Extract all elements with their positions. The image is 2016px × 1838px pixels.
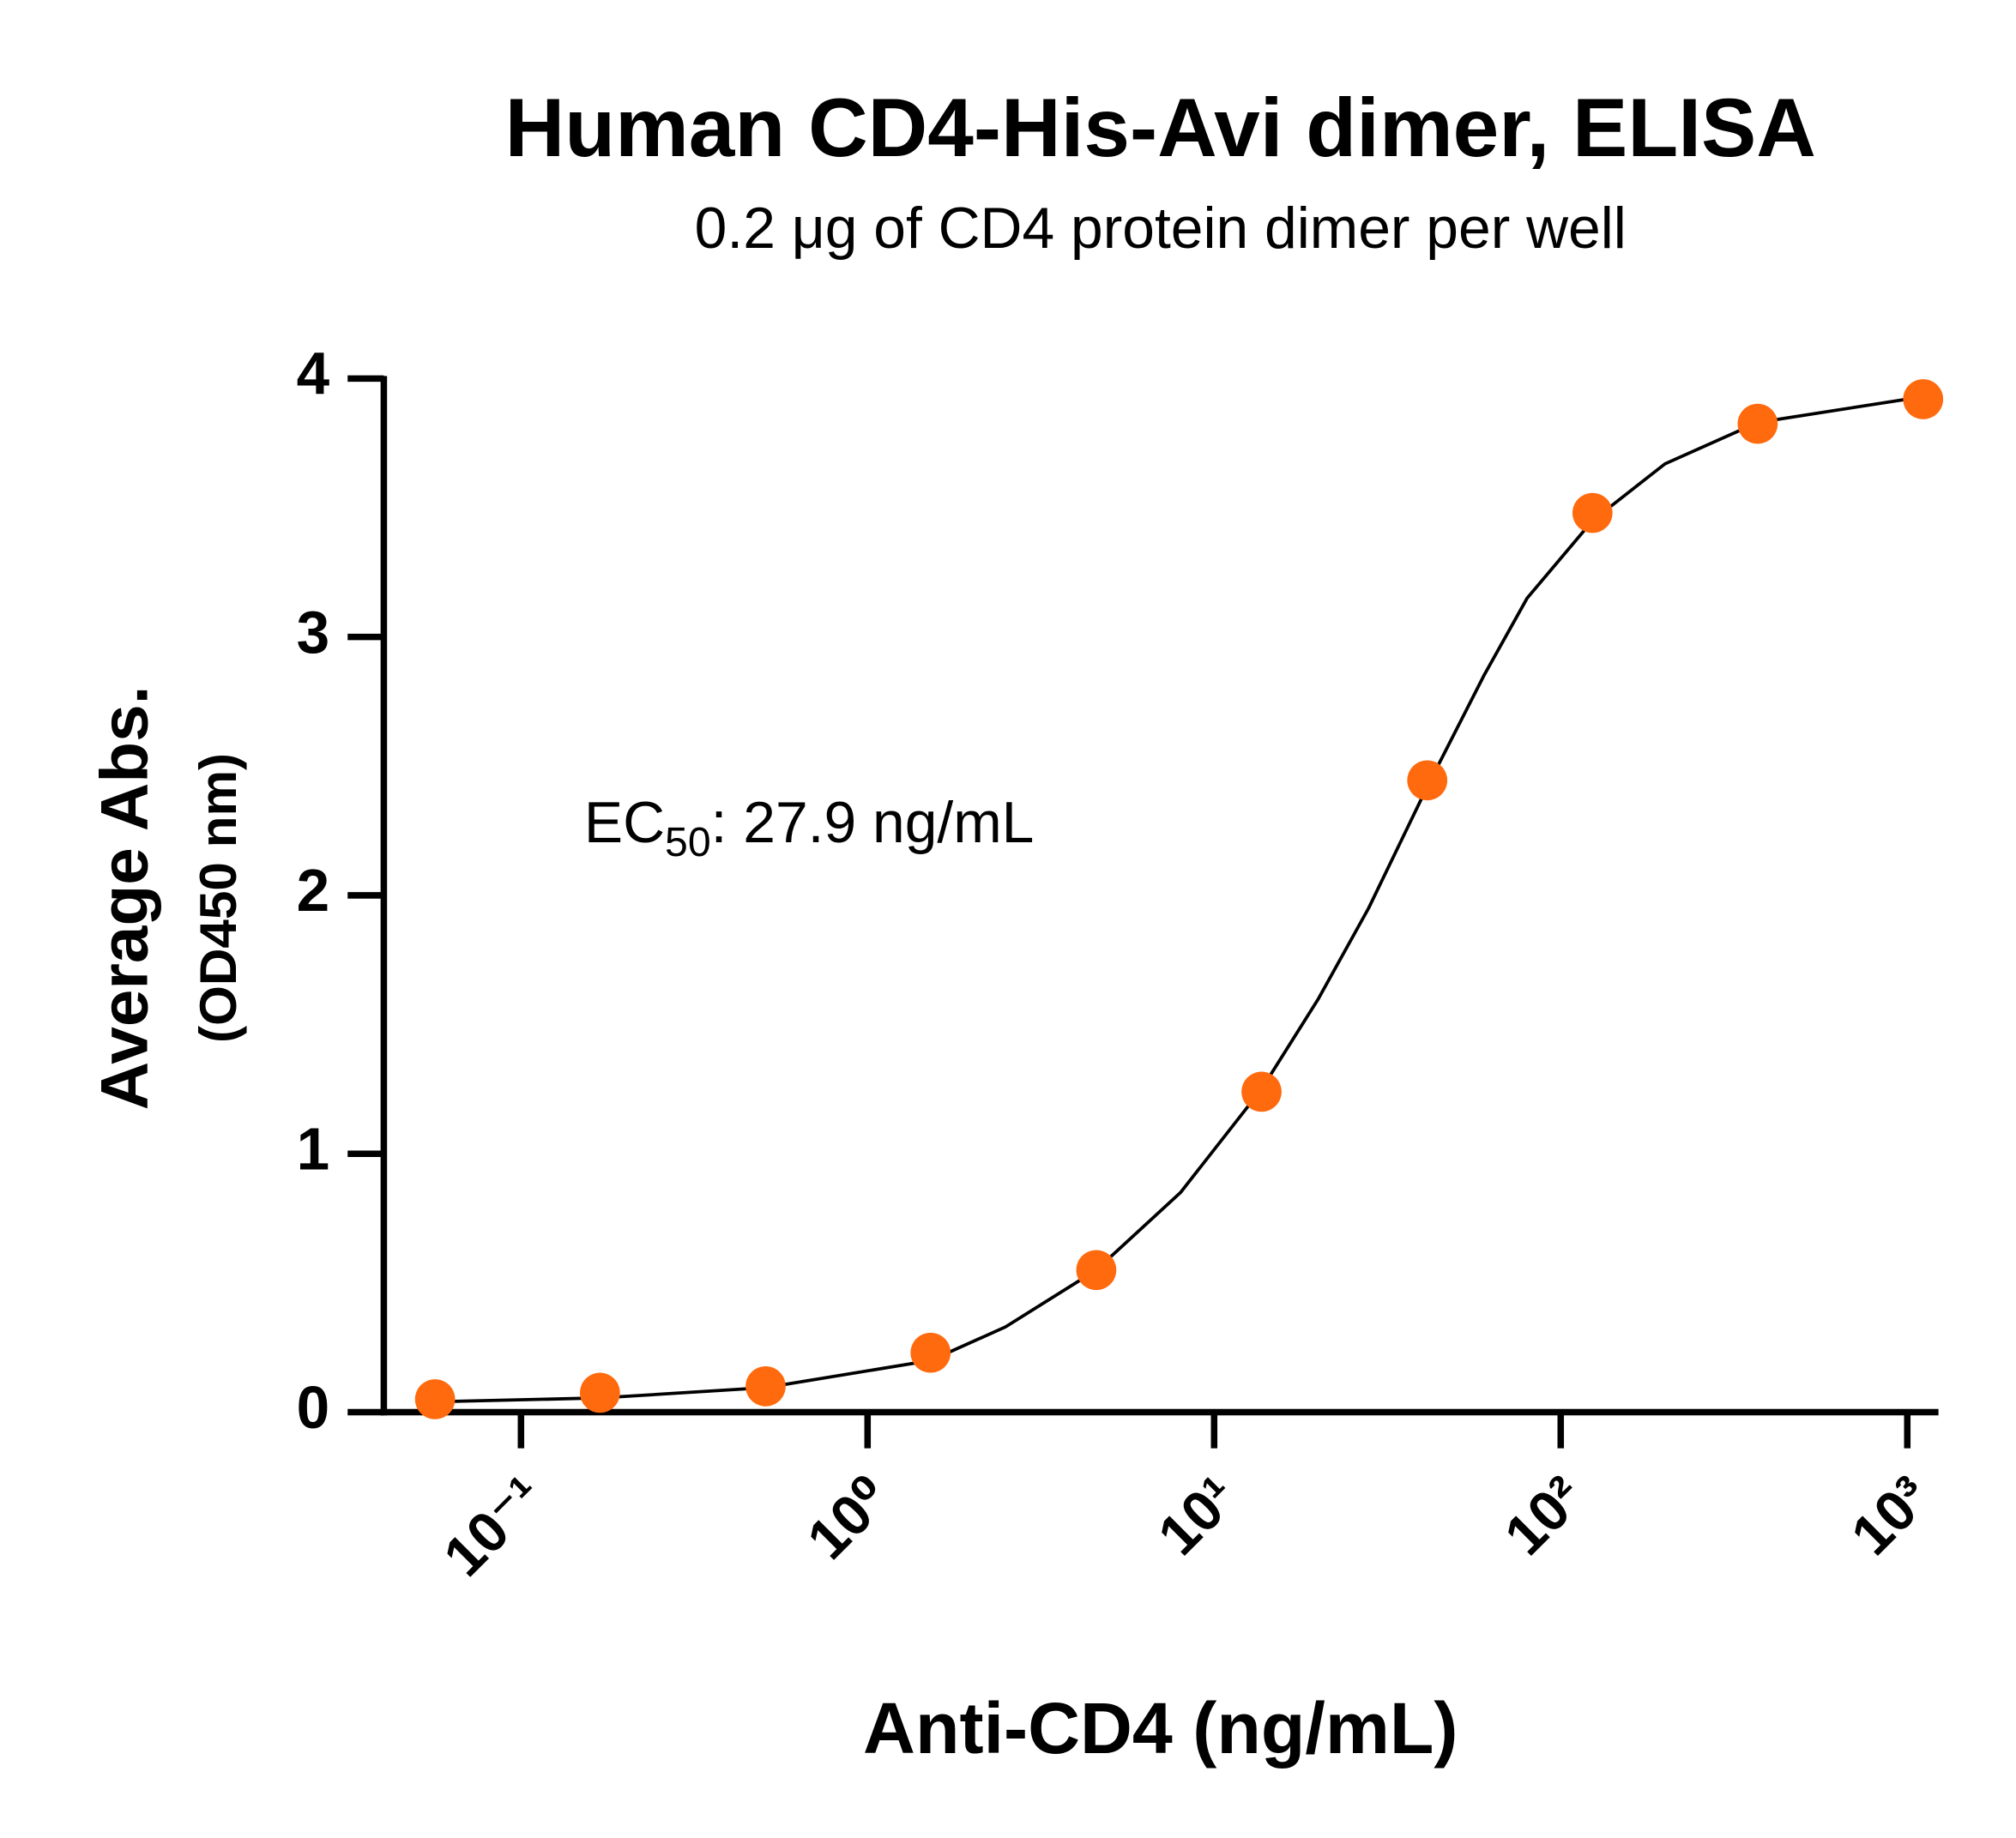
y-tick-label: 1 xyxy=(297,1116,330,1183)
data-point xyxy=(1737,403,1778,444)
data-point xyxy=(414,1379,456,1419)
annotation-text: EC xyxy=(584,791,665,855)
data-point xyxy=(1241,1071,1282,1112)
y-axis-title: Average Abs. xyxy=(86,686,161,1111)
data-point xyxy=(580,1372,620,1413)
y-tick-label: 4 xyxy=(297,340,330,407)
y-tick-label: 2 xyxy=(297,857,330,924)
chart-title: Human CD4-His-Avi dimer, ELISA xyxy=(505,82,1816,174)
annotation-subscript: 50 xyxy=(665,819,711,865)
y-tick-label: 0 xyxy=(297,1374,330,1441)
data-point xyxy=(1572,492,1613,533)
fit-curve xyxy=(435,395,1923,1404)
x-axis-title: Anti-CD4 (ng/mL) xyxy=(863,1688,1458,1769)
y-axis-subtitle: (OD450 nm) xyxy=(189,753,247,1043)
annotation-suffix: : 27.9 ng/mL xyxy=(711,791,1035,855)
x-tick-label: 10³ xyxy=(1839,1465,1942,1568)
data-point xyxy=(1076,1250,1117,1291)
annotation: EC50: 27.9 ng/mL xyxy=(584,791,1034,865)
data-point xyxy=(1407,760,1448,801)
y-tick-label: 3 xyxy=(297,599,330,666)
x-tick-label: 10¹ xyxy=(1146,1465,1249,1568)
data-point xyxy=(1903,379,1944,419)
x-tick-label: 10⁰ xyxy=(795,1465,902,1572)
data-point xyxy=(910,1332,951,1373)
chart-subtitle: 0.2 μg of CD4 protein dimer per well xyxy=(695,196,1627,261)
x-tick-label: 10⁻¹ xyxy=(432,1465,557,1589)
x-tick-label: 10² xyxy=(1493,1465,1596,1568)
data-point xyxy=(745,1366,786,1407)
